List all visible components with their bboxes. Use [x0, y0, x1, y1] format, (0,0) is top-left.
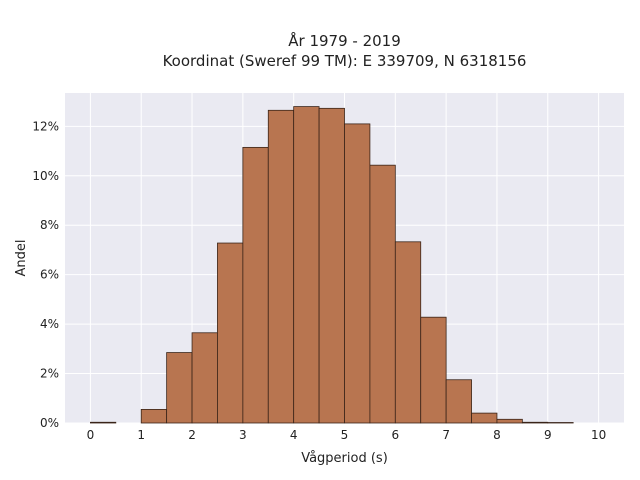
bar-16	[496, 418, 523, 424]
bar-17	[521, 421, 549, 424]
bar-14	[445, 379, 472, 424]
y-tick-label-2: 4%	[40, 317, 59, 331]
y-tick-label-1: 2%	[40, 367, 59, 381]
x-tick-label-1: 1	[137, 428, 145, 442]
x-tick-label-9: 9	[544, 428, 552, 442]
x-tick-label-10: 10	[591, 428, 606, 442]
chart-title-line-2: Koordinat (Sweref 99 TM): E 339709, N 63…	[163, 52, 527, 70]
y-tick-label-5: 10%	[32, 169, 59, 183]
x-tick-label-0: 0	[87, 428, 95, 442]
bar-6	[242, 146, 269, 424]
bar-12	[394, 241, 422, 424]
chart-title-line-1: År 1979 - 2019	[288, 31, 401, 50]
bar-0	[90, 421, 117, 424]
x-axis-label: Vågperiod (s)	[301, 451, 388, 466]
bars	[90, 106, 574, 424]
y-tick-label-4: 8%	[40, 218, 59, 232]
x-tick-label-7: 7	[442, 428, 450, 442]
bar-15	[471, 412, 498, 424]
x-tick-label-4: 4	[290, 428, 298, 442]
y-tick-label-3: 6%	[40, 268, 59, 282]
bar-3	[166, 352, 193, 424]
x-tick-label-3: 3	[239, 428, 247, 442]
x-tick-label-2: 2	[188, 428, 196, 442]
bar-8	[293, 106, 320, 424]
bar-13	[420, 316, 447, 424]
y-axis-label: Andel	[14, 240, 29, 277]
bar-10	[344, 123, 371, 424]
bar-5	[217, 242, 244, 424]
bar-2	[140, 409, 168, 424]
axis-ticks: 0 1 2 3 4 5 6 7 8 9 10 0% 2% 4% 6% 8% 10% 12%	[32, 119, 606, 442]
y-tick-label-6: 12%	[32, 119, 59, 133]
bar-11	[369, 164, 396, 424]
x-tick-label-6: 6	[391, 428, 399, 442]
bar-9	[318, 107, 345, 424]
bar-7	[267, 109, 295, 424]
y-tick-label-0: 0%	[40, 416, 59, 430]
x-tick-label-8: 8	[493, 428, 501, 442]
x-tick-label-5: 5	[341, 428, 349, 442]
bar-4	[191, 332, 218, 424]
